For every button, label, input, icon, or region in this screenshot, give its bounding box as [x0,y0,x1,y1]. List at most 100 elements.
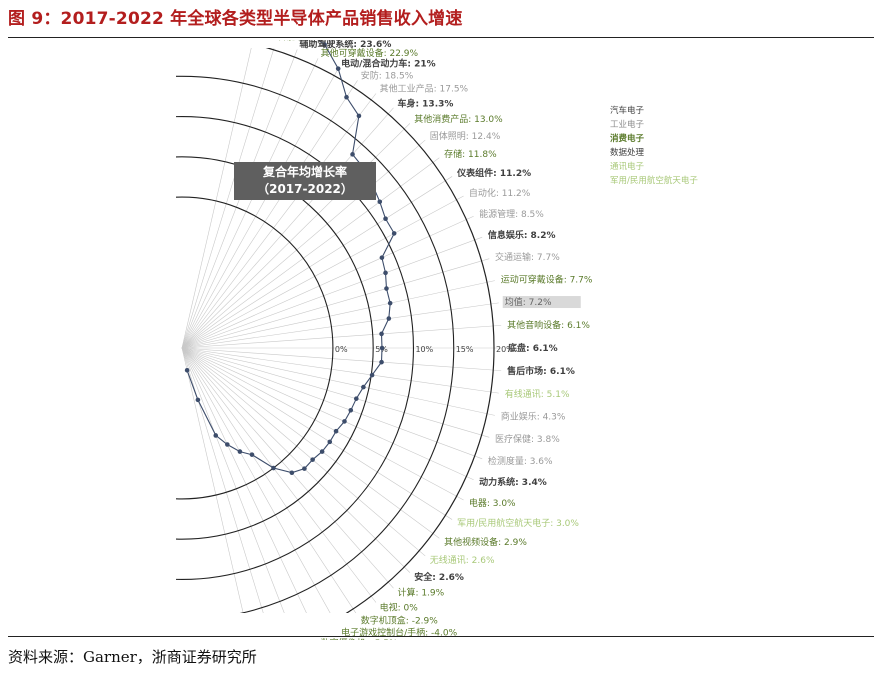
data-point [310,457,315,462]
category-label: 动力系统: 3.4% [479,476,547,488]
spoke-line [181,80,358,349]
category-label: 存储: 11.8% [444,148,497,160]
spoke-line [181,123,411,349]
data-point [335,66,341,71]
data-point [356,113,362,119]
category-label: 其他工业产品: 17.5% [380,83,469,95]
spoke-line [181,48,252,349]
legend-item: 数据处理 [610,148,645,158]
spoke-line [181,258,490,349]
data-point [184,367,190,373]
data-point [350,152,355,157]
title-rule [8,37,874,38]
spoke-line [181,347,483,460]
data-point [213,433,219,438]
spoke-line [181,347,490,438]
category-label: 电视: 0% [380,601,419,613]
spoke-line [181,157,440,349]
data-point [344,94,349,100]
category-label: 数字机顶盒: -2.9% [361,615,438,627]
category-label: 无线通讯: 2.6% [430,554,495,566]
ring-label: 20% [496,345,514,354]
ring-20 [265,48,495,613]
data-point [342,419,347,424]
category-label: 军用/民用航空航天电子: 3.0% [457,517,579,529]
ring-label: 15% [456,345,474,354]
data-point [383,216,388,222]
spoke-line [181,347,244,613]
data-point [361,384,366,390]
data-point [225,442,230,447]
data-point [386,316,392,321]
radial-growth-chart: 0%5%10%15%20%头盔显示器: 34.9%智能手表: 23.9%辅助驾驶… [176,40,593,640]
data-point [271,465,276,471]
data-point [384,286,389,291]
spoke-line [181,347,411,573]
category-label: 电子游戏控制台/手柄: -4.0% [341,627,457,639]
category-label: 仪表组件: 11.2% [456,167,531,179]
data-point [249,452,255,457]
category-label: 固体照明: 12.4% [430,130,501,142]
ring-5 [176,156,374,540]
spoke-line [181,139,426,349]
spoke-line [181,347,474,481]
spoke-line [181,347,440,539]
spoke-line [181,195,464,349]
source-rule [8,636,874,637]
category-label: 能源管理: 8.5% [479,208,544,220]
spoke-line [181,347,502,371]
data-point [333,428,339,434]
data-point [379,331,384,337]
ring-0 [176,196,334,500]
legend-item: 通讯电子 [610,162,645,172]
spoke-line [181,347,453,520]
spoke-line [181,347,394,589]
legend: 汽车电子 工业电子 消费电子 数据处理 通讯电子 军用/民用航空航天电子 [610,104,698,188]
data-point [369,372,375,378]
data-point [391,231,397,236]
category-label: 数字摄像机: -5.5% [321,637,398,640]
data-point [327,439,333,445]
category-label: 其他视频设备: 2.9% [444,536,527,548]
spoke-line [181,347,264,613]
cagr-box: 复合年均增长率 （2017-2022） [234,162,376,200]
category-label: 自动化: 11.2% [469,187,531,199]
spoke-line [181,236,483,349]
category-label: 计算: 1.9% [397,587,444,599]
data-point [289,470,295,476]
category-label: 其他可穿戴设备: 22.9% [321,47,419,59]
data-point [195,397,201,403]
data-point [302,466,307,471]
spoke-line [181,176,453,349]
spoke-line [181,48,275,349]
category-label: 均值: 7.2% [505,296,552,308]
data-point [237,449,243,454]
category-label: 车身: 13.3% [397,97,453,109]
data-point [387,300,393,306]
category-label: 电器: 3.0% [469,497,516,509]
category-label: 其他音响设备: 6.1% [507,319,590,331]
category-label: 电动/混合动力车: 21% [341,57,436,69]
cagr-box-line1: 复合年均增长率 [262,165,347,179]
spoke-line [181,302,499,349]
data-point [377,199,383,205]
legend-item: 汽车电子 [610,106,645,116]
data-point [383,270,388,276]
spoke-line [181,347,377,603]
spoke-line [181,347,426,557]
data-point [322,42,327,47]
spoke-line [181,68,339,349]
ring-label: 10% [415,345,433,354]
category-label: 智能手表: 23.9% [278,40,349,42]
category-label: 商业娱乐: 4.3% [501,411,566,423]
data-point [379,345,385,351]
data-point [354,396,359,401]
category-label: 医疗保健: 3.8% [495,433,560,445]
category-label: 安防: 18.5% [361,69,414,81]
spoke-line [181,58,319,349]
spoke-line [181,325,502,349]
category-label: 信息娱乐: 8.2% [488,229,556,241]
average-highlight [502,296,581,309]
source-caption: 资料来源：Garner，浙商证券研究所 [8,648,257,666]
spoke-line [181,347,285,613]
